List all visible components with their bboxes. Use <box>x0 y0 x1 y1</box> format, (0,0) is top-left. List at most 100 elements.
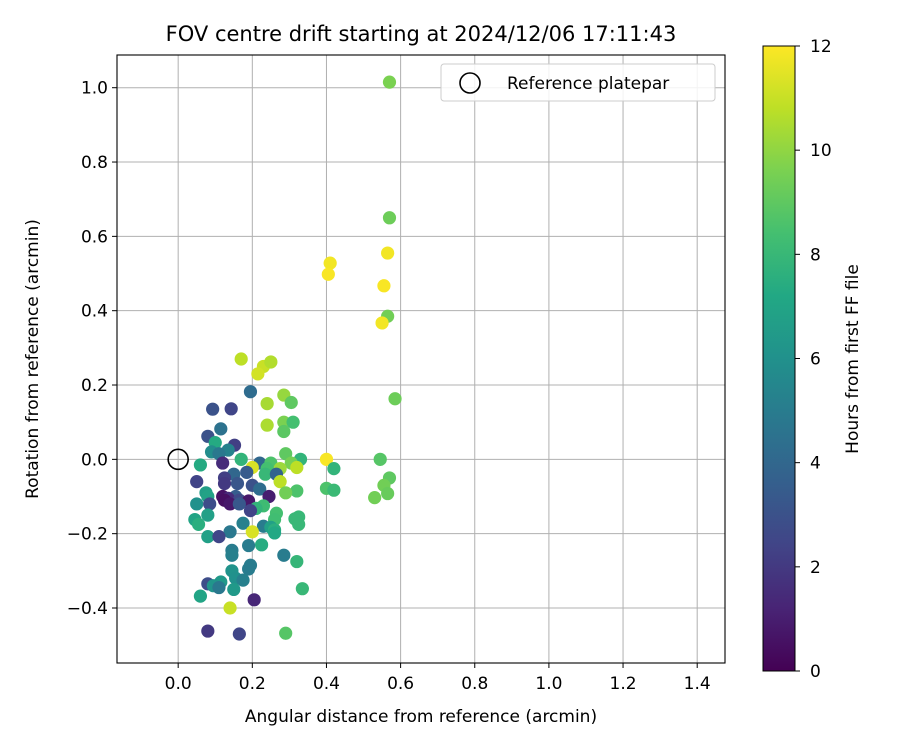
data-point <box>251 367 265 381</box>
data-point <box>267 526 282 540</box>
data-point <box>242 538 256 553</box>
colorbar-tick-label: 8 <box>810 245 821 265</box>
y-tick-label: 0.0 <box>81 450 108 470</box>
data-point <box>223 497 237 511</box>
data-point <box>214 422 228 436</box>
data-point <box>253 482 267 496</box>
data-point <box>295 582 309 596</box>
data-point <box>382 211 397 225</box>
y-tick-label: −0.2 <box>67 525 108 545</box>
colorbar-tick-label: 2 <box>810 558 821 578</box>
data-point <box>232 627 246 641</box>
y-axis-ticks: −0.4 −0.2 0.0 0.2 0.4 0.6 0.8 1.0 <box>67 79 117 619</box>
data-point <box>260 396 274 411</box>
reference-platepar-marker <box>167 448 189 471</box>
data-point <box>279 486 293 500</box>
data-point <box>247 593 261 607</box>
data-point <box>382 75 397 89</box>
data-point <box>277 424 291 439</box>
colorbar-label: Hours from first FF file <box>843 264 863 454</box>
y-tick-label: 1.0 <box>81 79 108 99</box>
data-point <box>321 267 335 281</box>
x-axis-label: Angular distance from reference (arcmin) <box>245 707 597 727</box>
data-point <box>381 246 395 260</box>
data-point <box>206 402 220 416</box>
data-point <box>373 452 387 466</box>
data-point <box>193 458 208 472</box>
x-tick-label: 1.0 <box>535 674 562 694</box>
data-point <box>368 491 382 505</box>
data-point <box>232 497 246 511</box>
data-point <box>230 476 245 491</box>
colorbar-tick-label: 6 <box>810 350 821 370</box>
data-point <box>290 554 304 569</box>
legend: Reference platepar <box>440 63 716 102</box>
colorbar-tick-label: 12 <box>810 37 832 57</box>
y-tick-label: 0.6 <box>81 227 108 247</box>
y-tick-label: −0.4 <box>67 599 108 619</box>
data-point <box>243 504 258 518</box>
data-point <box>277 415 291 429</box>
data-point <box>193 589 208 603</box>
data-point <box>323 256 337 270</box>
data-point <box>264 355 278 369</box>
data-point <box>236 573 250 587</box>
data-point <box>388 392 402 406</box>
data-point <box>201 508 215 522</box>
colorbar-tick-label: 4 <box>810 454 821 474</box>
data-point <box>327 483 341 497</box>
data-point <box>223 601 237 615</box>
colorbar-tick-label: 0 <box>810 662 821 682</box>
data-point <box>292 517 306 531</box>
data-point <box>201 530 215 544</box>
data-point <box>234 352 248 366</box>
x-tick-label: 1.2 <box>610 674 637 694</box>
data-point <box>319 452 334 466</box>
plot-frame <box>116 54 726 664</box>
data-point <box>227 582 241 597</box>
data-point <box>258 467 272 481</box>
data-point <box>273 475 287 489</box>
x-tick-label: 0.6 <box>387 674 414 694</box>
y-tick-label: 0.8 <box>81 153 108 173</box>
data-point <box>381 486 395 501</box>
data-point <box>327 462 341 476</box>
data-point <box>191 517 206 531</box>
colorbar <box>762 45 796 672</box>
x-tick-label: 0.4 <box>313 674 340 694</box>
data-point <box>260 418 274 432</box>
data-point <box>242 562 256 576</box>
data-point <box>212 580 226 595</box>
data-point <box>216 456 230 470</box>
legend-label: Reference platepar <box>507 74 669 94</box>
y-tick-label: 0.2 <box>81 376 108 396</box>
data-point <box>240 465 254 479</box>
data-point <box>290 460 304 475</box>
data-point <box>279 626 293 640</box>
colorbar-ticks: 0 2 4 6 8 10 12 <box>795 37 832 682</box>
legend-marker-icon <box>459 72 481 94</box>
x-axis-ticks: 0.0 0.2 0.4 0.6 0.8 1.0 1.2 1.4 <box>165 663 711 694</box>
y-tick-label: 0.4 <box>81 302 108 322</box>
data-point <box>286 415 300 429</box>
data-point <box>375 316 389 330</box>
data-point <box>290 484 304 498</box>
x-tick-label: 0.8 <box>461 674 488 694</box>
data-point <box>217 476 232 491</box>
chart-title: FOV centre drift starting at 2024/12/06 … <box>166 22 677 46</box>
data-point <box>212 530 226 544</box>
data-point <box>377 279 391 293</box>
x-tick-label: 1.4 <box>684 674 711 694</box>
x-tick-label: 0.2 <box>239 674 266 694</box>
x-tick-label: 0.0 <box>165 674 192 694</box>
data-point <box>284 395 298 410</box>
data-point <box>201 624 215 638</box>
data-point <box>225 548 239 562</box>
grid-lines <box>117 55 725 663</box>
data-point <box>277 548 291 562</box>
data-point <box>245 525 259 539</box>
data-point <box>236 516 250 530</box>
data-point <box>190 497 204 511</box>
data-point <box>254 538 269 552</box>
